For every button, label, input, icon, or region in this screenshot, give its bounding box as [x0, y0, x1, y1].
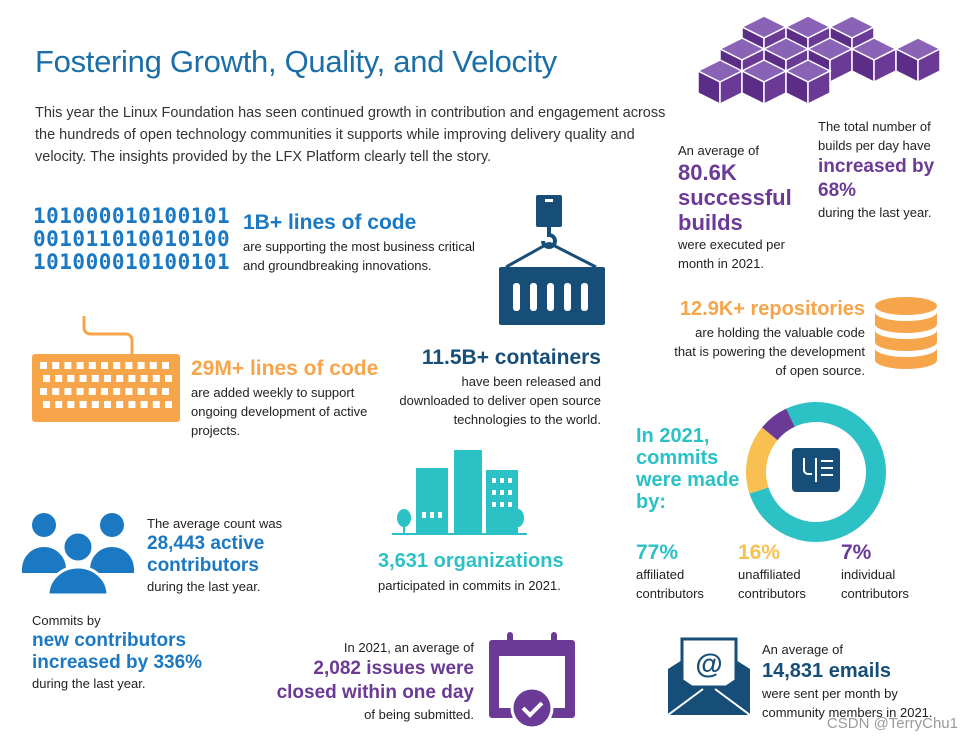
builds-post: were executed per month in 2021.	[678, 237, 785, 271]
lines-of-code-text: are supporting the most business critica…	[243, 239, 475, 273]
active-headline: 28,443 active contributors	[147, 533, 265, 576]
weekly-code-text: are added weekly to support ongoing deve…	[191, 385, 368, 438]
issues-post: of being submitted.	[364, 707, 474, 722]
container-icon	[499, 195, 605, 325]
builds-increase-headline: increased by 68%	[818, 156, 935, 201]
issues-pre: In 2021, an average of	[343, 640, 474, 655]
repos-text: are holding the valuable code that is po…	[674, 325, 865, 378]
organizations-text: participated in commits in 2021.	[378, 578, 561, 593]
new-contributors-pre: Commits by	[32, 613, 101, 628]
lines-of-code-stat: 1B+ lines of code are supporting the mos…	[243, 211, 493, 275]
binary-row: 001011010010100	[33, 227, 231, 251]
organizations-headline: 3,631 organizations	[378, 550, 564, 572]
commit-share-pct: 16%	[738, 541, 781, 564]
weekly-code-headline: 29M+ lines of code	[191, 357, 379, 380]
builds-pre: An average of	[678, 143, 759, 158]
builds-increase-post: during the last year.	[818, 205, 932, 220]
containers-headline: 11.5B+ containers	[421, 346, 601, 369]
binary-code-graphic: 101000010100101 001011010010100 10100001…	[33, 205, 230, 274]
builds-headline: 80.6K successful builds	[678, 160, 792, 235]
calendar-check-icon	[489, 632, 575, 730]
binary-row: 101000010100101	[33, 204, 231, 228]
donut-slice	[746, 427, 778, 494]
keyboard-icon	[32, 316, 180, 422]
donut-slice	[749, 402, 886, 542]
new-contributors-post: during the last year.	[32, 676, 146, 691]
repos-headline: 12.9K+ repositories	[679, 298, 865, 320]
issues-headline: 2,082 issues were closed within one day	[276, 658, 474, 703]
active-pre: The average count was	[147, 516, 283, 531]
emails-pre: An average of	[762, 642, 843, 657]
commits-heading: In 2021, commits were made by:	[636, 425, 740, 513]
issues-stat: In 2021, an average of 2,082 issues were…	[262, 638, 474, 724]
builds-stat: An average of 80.6K successful builds we…	[678, 141, 813, 273]
commit-share-label: unaffiliated contributors	[738, 567, 806, 601]
commits-donut-chart	[746, 402, 886, 542]
emails-headline: 14,831 emails	[762, 660, 891, 682]
builds-increase-stat: The total number of builds per day have …	[818, 117, 938, 222]
emails-post: were sent per month by community members…	[762, 686, 933, 720]
new-contributors-stat: Commits by new contributors increased by…	[32, 611, 222, 693]
containers-text: have been released and downloaded to del…	[399, 374, 601, 427]
donut-slice	[762, 408, 795, 441]
buildings-icon	[392, 450, 527, 535]
organizations-stat: 3,631 organizations participated in comm…	[378, 550, 588, 595]
svg-text:@: @	[695, 648, 722, 679]
emails-stat: An average of 14,831 emails were sent pe…	[762, 640, 962, 722]
repos-stat: 12.9K+ repositories are holding the valu…	[670, 298, 865, 380]
binary-row: 101000010100101	[33, 250, 231, 274]
page-title: Fostering Growth, Quality, and Velocity	[35, 44, 557, 79]
cubes-icon	[696, 15, 942, 106]
containers-stat: 11.5B+ containers have been released and…	[398, 346, 601, 429]
watermark: CSDN @TerryChu1	[826, 715, 958, 732]
commit-share-label: affiliated contributors	[636, 567, 704, 601]
intro-paragraph: This year the Linux Foundation has seen …	[35, 105, 666, 165]
new-contributors-headline: new contributors increased by 336%	[32, 630, 203, 673]
commit-share-label: individual contributors	[841, 567, 909, 601]
envelope-icon: @	[668, 637, 750, 715]
commit-share-pct: 77%	[636, 541, 679, 564]
people-icon	[22, 513, 134, 595]
database-icon	[875, 297, 937, 369]
weekly-code-stat: 29M+ lines of code are added weekly to s…	[191, 357, 401, 440]
active-post: during the last year.	[147, 579, 261, 594]
commit-share-unaffiliated: 16% unaffiliated contributors	[738, 541, 838, 603]
commit-share-pct: 7%	[841, 541, 872, 564]
commit-share-individual: 7% individual contributors	[841, 541, 941, 603]
active-contributors-stat: The average count was 28,443 active cont…	[147, 514, 327, 596]
lines-of-code-headline: 1B+ lines of code	[243, 211, 417, 234]
commit-share-affiliated: 77% affiliated contributors	[636, 541, 736, 603]
builds-increase-pre: The total number of builds per day have	[818, 119, 931, 153]
